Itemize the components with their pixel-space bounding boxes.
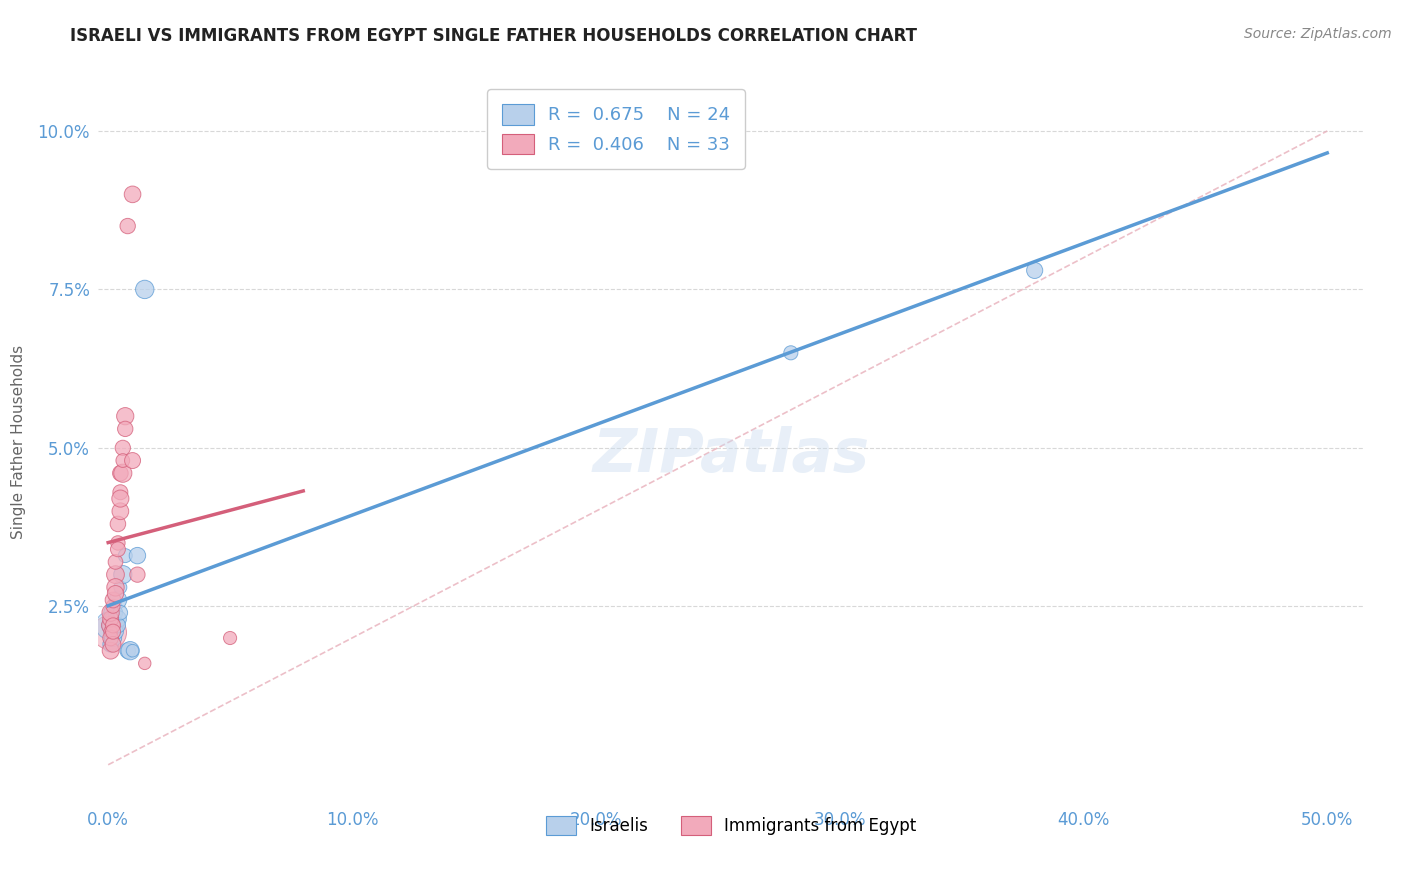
Point (101, 618, 124, 632)
Point (107, 516, 129, 531)
Point (779, 346, 801, 360)
Point (110, 504, 132, 518)
Point (111, 441, 134, 455)
Point (111, 467, 134, 481)
Point (121, 453, 143, 467)
Point (101, 606, 124, 620)
Point (107, 618, 129, 632)
Point (100, 624, 122, 639)
Point (101, 618, 124, 632)
Point (104, 587, 127, 601)
Point (127, 549, 149, 563)
Point (100, 618, 122, 632)
Point (100, 618, 122, 632)
Point (1024, 263, 1046, 277)
Point (101, 593, 124, 607)
Point (101, 637, 124, 651)
Point (104, 555, 127, 569)
Point (219, 631, 242, 645)
Point (111, 567, 134, 582)
Point (100, 612, 122, 626)
Point (100, 624, 122, 639)
Y-axis label: Single Father Households: Single Father Households (11, 344, 27, 539)
Point (107, 536, 129, 550)
Point (100, 643, 122, 657)
Point (110, 467, 132, 481)
Point (107, 542, 129, 557)
Point (100, 631, 122, 645)
Point (121, 643, 143, 657)
Point (98, 624, 121, 639)
Point (134, 657, 156, 671)
Point (107, 593, 129, 607)
Point (114, 549, 136, 563)
Point (117, 643, 139, 657)
Text: Source: ZipAtlas.com: Source: ZipAtlas.com (1244, 27, 1392, 41)
Text: ISRAELI VS IMMIGRANTS FROM EGYPT SINGLE FATHER HOUSEHOLDS CORRELATION CHART: ISRAELI VS IMMIGRANTS FROM EGYPT SINGLE … (70, 27, 917, 45)
Point (127, 567, 149, 582)
Point (121, 187, 143, 202)
Point (111, 453, 134, 467)
Point (110, 606, 132, 620)
Text: ZIPatlas: ZIPatlas (592, 426, 870, 485)
Point (107, 612, 129, 626)
Point (110, 580, 132, 594)
Legend: Israelis, Immigrants from Egypt: Israelis, Immigrants from Egypt (533, 803, 929, 848)
Point (100, 637, 122, 651)
Point (101, 624, 124, 639)
Point (104, 606, 127, 620)
Point (101, 599, 124, 614)
Point (104, 567, 127, 582)
Point (104, 624, 127, 639)
Point (101, 631, 124, 645)
Point (104, 599, 127, 614)
Point (104, 580, 127, 594)
Point (101, 612, 124, 626)
Point (110, 485, 132, 500)
Point (120, 643, 142, 657)
Point (117, 219, 139, 233)
Point (114, 422, 136, 436)
Point (100, 606, 122, 620)
Point (114, 409, 136, 424)
Point (134, 282, 156, 296)
Point (110, 491, 132, 506)
Point (97, 618, 120, 632)
